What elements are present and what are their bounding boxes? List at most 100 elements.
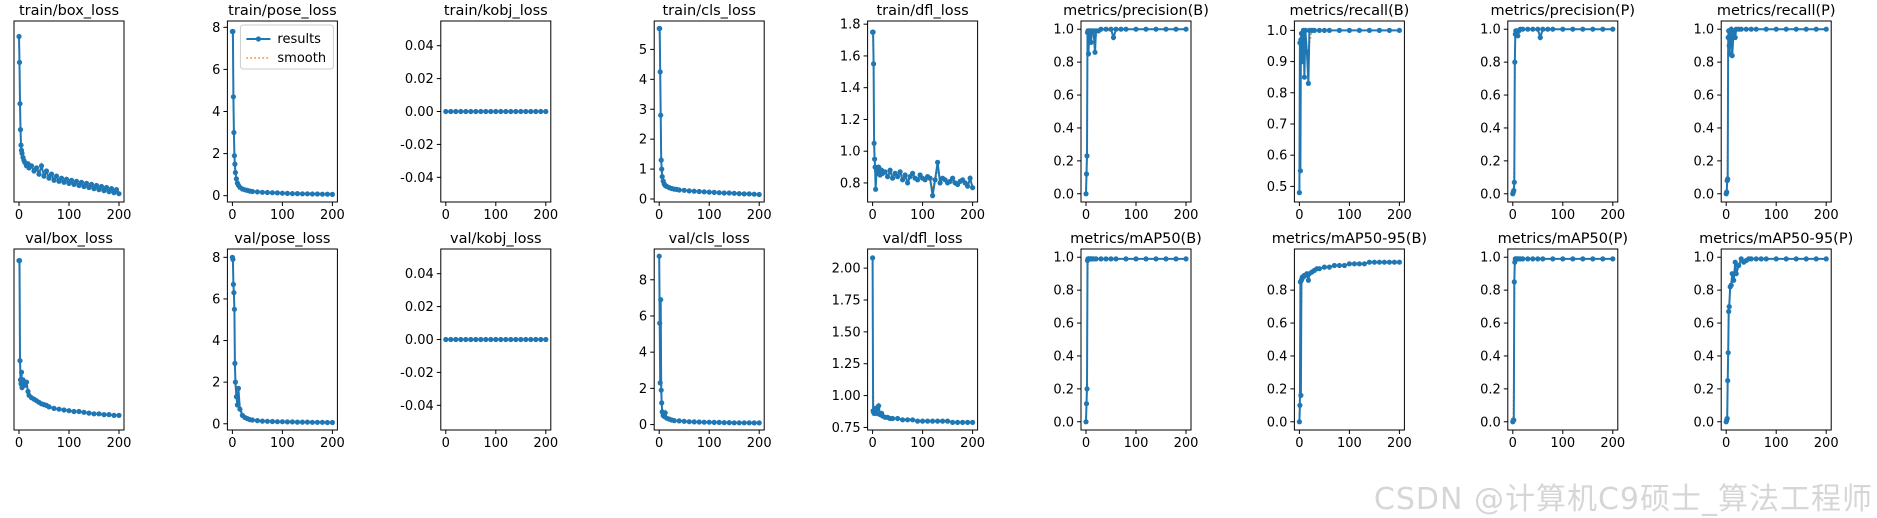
data-point (1511, 417, 1517, 423)
data-point (1083, 419, 1089, 425)
data-point (498, 336, 504, 343)
data-point (269, 418, 275, 425)
data-point (681, 187, 687, 193)
y-tick-label: 2.00 (832, 262, 861, 277)
data-point (17, 127, 24, 133)
data-point (1511, 187, 1517, 194)
data-point (1550, 256, 1556, 262)
y-tick-label: 8 (212, 21, 220, 36)
subplot-7: metrics/recall(B) 0 100 200 0.5 0.6 0.7 0.8 0.9 1… (1267, 3, 1412, 223)
data-point (1763, 26, 1769, 32)
data-point (19, 150, 25, 156)
data-point (231, 290, 237, 296)
data-point (1540, 26, 1546, 32)
x-tick-label: 100 (1337, 436, 1362, 451)
data-point (676, 418, 682, 424)
x-tick-label: 200 (1387, 436, 1412, 451)
data-point (1763, 256, 1769, 262)
data-point (706, 189, 712, 195)
data-point (329, 191, 335, 197)
data-point (116, 412, 122, 418)
data-point (970, 185, 976, 191)
data-point (706, 419, 712, 425)
smooth-series-line (1298, 261, 1400, 418)
data-point (686, 419, 692, 425)
data-point (106, 412, 112, 418)
plot-frame (1293, 20, 1405, 203)
data-point (93, 182, 100, 189)
data-point (1753, 26, 1759, 32)
data-point (473, 336, 479, 343)
data-point (284, 419, 290, 425)
x-tick-label: 100 (270, 208, 295, 223)
data-point (658, 297, 664, 303)
data-point (1748, 256, 1754, 262)
data-point (751, 420, 757, 426)
data-point (86, 410, 92, 416)
data-point (965, 183, 971, 189)
data-point (1351, 261, 1357, 267)
data-point (1302, 27, 1308, 33)
data-point (43, 168, 50, 174)
data-point (1729, 271, 1735, 277)
data-point (1610, 256, 1616, 262)
data-point (538, 336, 544, 343)
data-point (686, 188, 692, 194)
data-point (935, 159, 941, 165)
data-point (895, 174, 901, 180)
data-point (294, 419, 300, 425)
results-series-line (871, 257, 973, 424)
data-point (1356, 27, 1362, 33)
y-tick-label: 0.4 (1480, 349, 1501, 364)
data-point (950, 419, 956, 425)
x-tick-label: 200 (107, 208, 132, 223)
subplot-13: val/cls_loss 0 100 200 0 2 4 6 8 (639, 231, 772, 451)
data-point (711, 419, 717, 425)
y-tick-label: 0.02 (405, 300, 434, 315)
data-point (711, 189, 717, 195)
subplot-title: train/cls_loss (662, 3, 755, 19)
x-tick-label: 0 (868, 436, 876, 451)
x-tick-label: 100 (1764, 208, 1789, 223)
y-tick-label: 0.8 (1694, 284, 1715, 299)
x-tick-label: 200 (960, 436, 985, 451)
data-point (950, 175, 956, 181)
data-point (870, 29, 876, 35)
data-point (233, 394, 239, 400)
data-point (1391, 259, 1397, 265)
data-point (659, 174, 665, 180)
y-tick-label: 1 (639, 163, 647, 178)
plot-frame (867, 248, 979, 431)
data-point (309, 419, 315, 425)
x-tick-label: 100 (57, 208, 82, 223)
subplot-10: val/box_loss 0 100 200 (13, 231, 131, 451)
results-series-line (18, 259, 119, 417)
data-point (18, 142, 24, 148)
data-point (48, 171, 55, 177)
data-point (269, 190, 275, 196)
results-series-line (1511, 257, 1613, 423)
y-tick-label: 0.4 (1053, 121, 1074, 136)
data-point (1511, 279, 1517, 285)
data-point (1088, 39, 1094, 46)
x-tick-label: 100 (1337, 208, 1362, 223)
subplot-title: train/kobj_loss (444, 3, 548, 19)
data-point (33, 165, 40, 171)
data-point (1731, 277, 1737, 283)
y-tick-label: 0 (212, 189, 220, 204)
data-point (508, 336, 514, 343)
data-point (662, 410, 668, 416)
x-tick-label: 200 (533, 436, 558, 451)
data-point (1813, 26, 1819, 32)
y-tick-label: 0.0 (1053, 415, 1074, 430)
data-point (1726, 308, 1732, 315)
x-tick-label: 0 (1722, 208, 1730, 223)
data-point (1297, 168, 1303, 174)
data-point (1512, 59, 1518, 65)
data-point (691, 188, 697, 194)
subplot-15: metrics/mAP50(B) 0 100 200 0.0 0.2 0.4 0.6 0.8 1.… (1053, 231, 1202, 451)
data-point (1098, 256, 1104, 262)
y-tick-label: 0.00 (405, 105, 434, 120)
y-tick-label: 0.2 (1053, 154, 1074, 169)
data-point (1748, 26, 1754, 32)
